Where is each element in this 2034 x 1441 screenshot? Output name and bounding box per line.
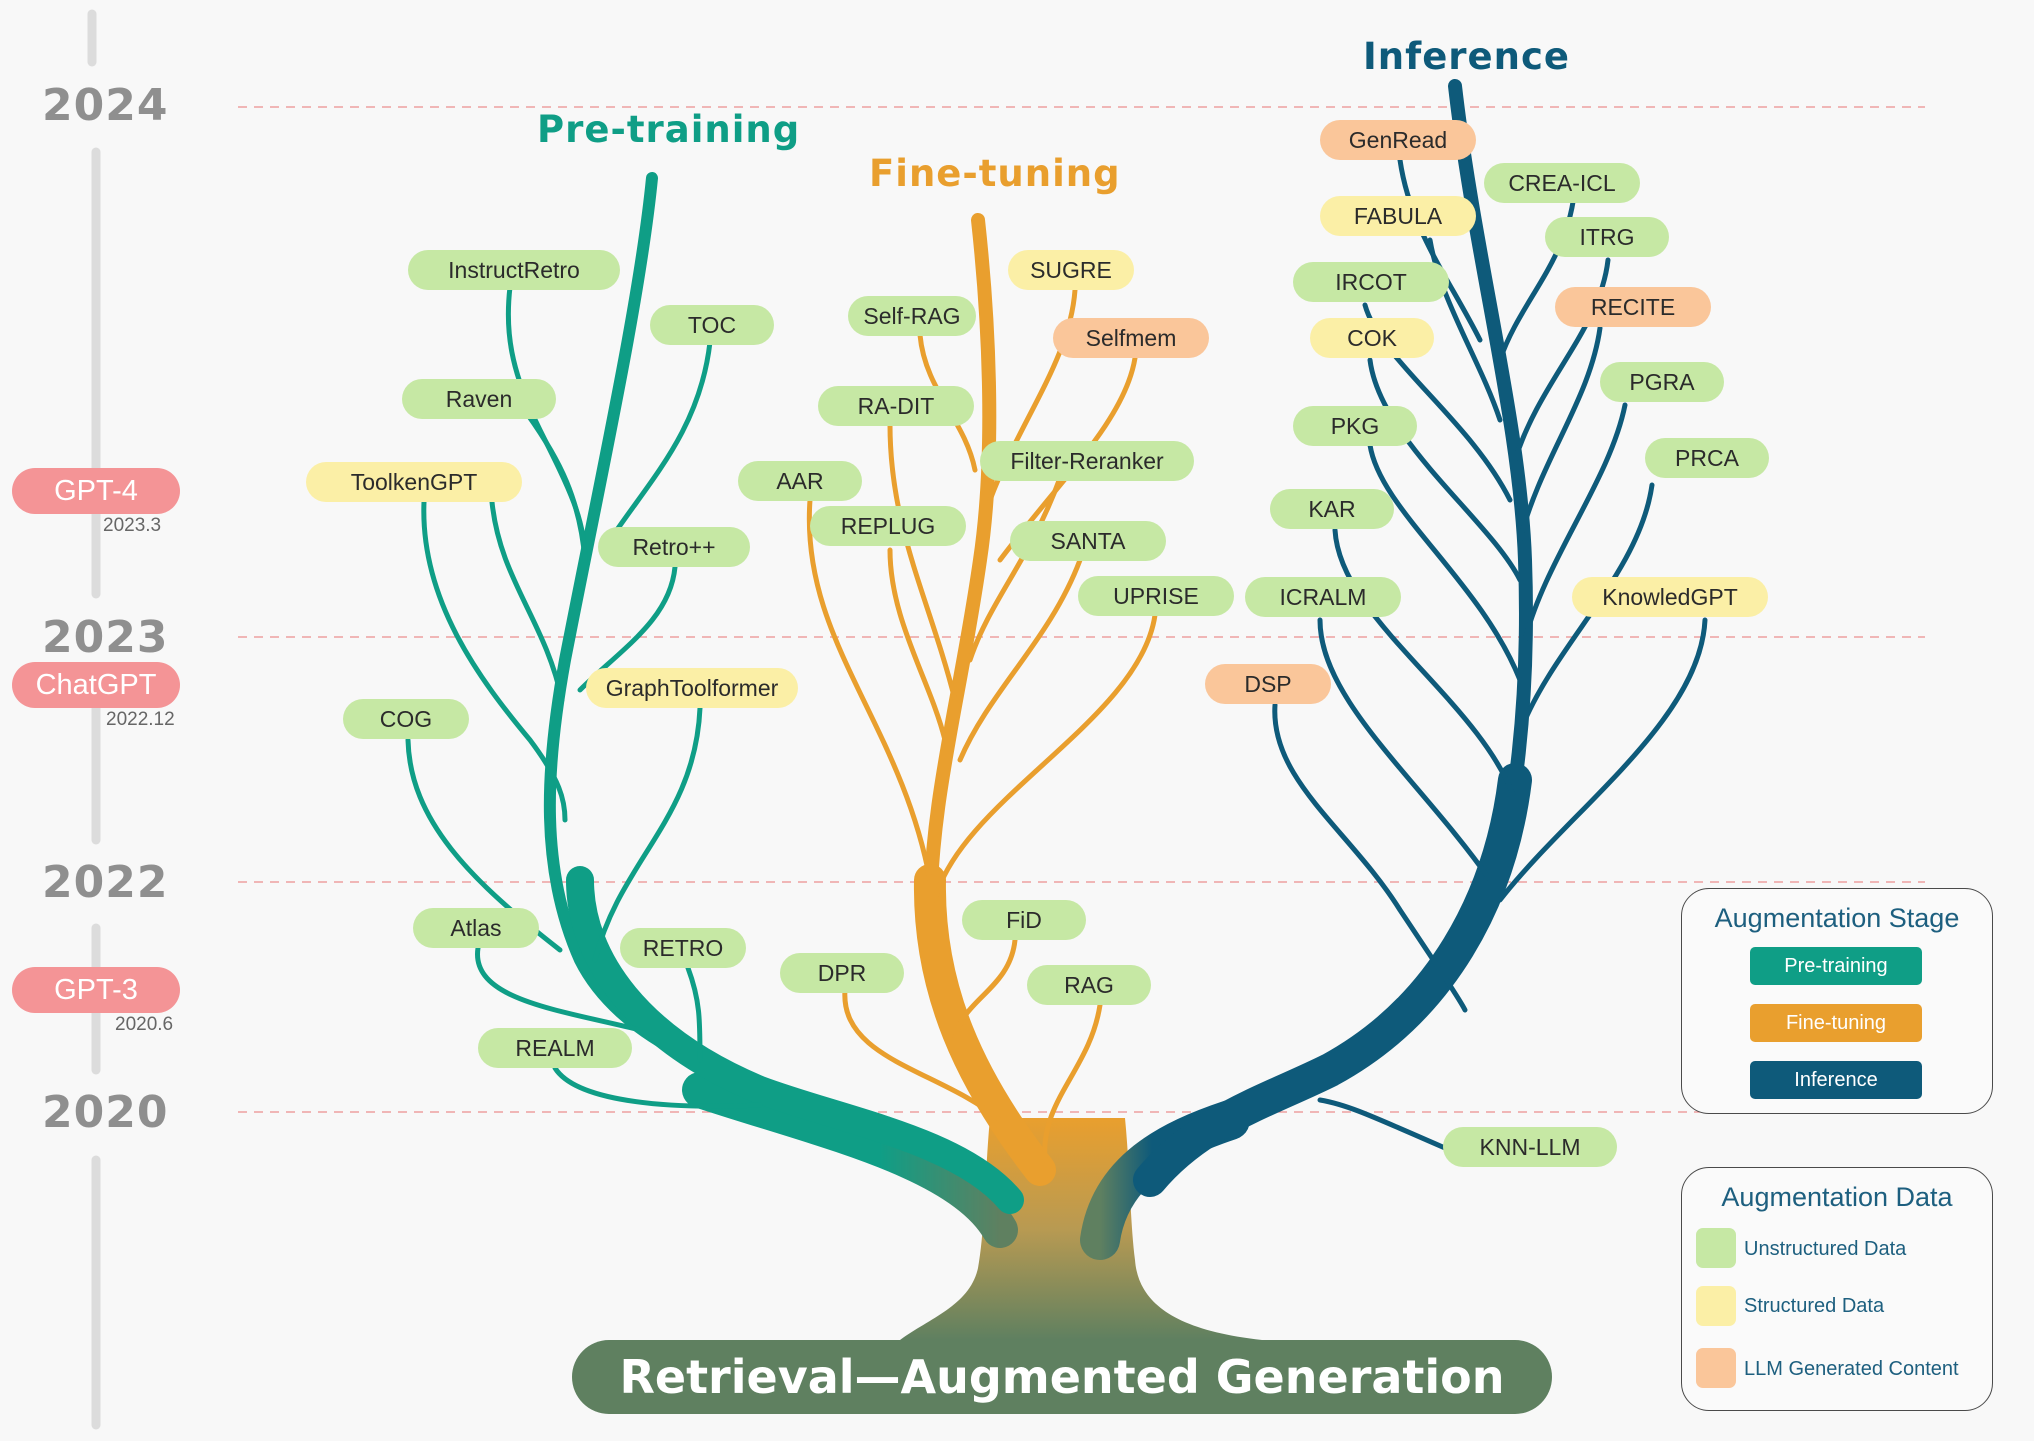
method-node-sugre: SUGRE	[1008, 250, 1134, 290]
uprise-branch	[932, 612, 1158, 903]
legend-label-unstructured: Unstructured Data	[1744, 1238, 1907, 1260]
method-node-atlas: Atlas	[413, 908, 539, 948]
method-node-itrg: ITRG	[1545, 217, 1669, 257]
radit-branch	[887, 422, 958, 703]
legend-pill-pretraining: Pre-training	[1750, 947, 1922, 985]
method-node-cok: COK	[1310, 318, 1434, 358]
toolkengpt-branch-2	[489, 499, 565, 703]
method-node-selfmem: Selfmem	[1053, 318, 1209, 358]
stage-title-finetuning: Fine-tuning	[869, 152, 1121, 195]
milestone-chatgpt: ChatGPT	[12, 662, 180, 708]
recite-branch	[1517, 325, 1603, 543]
legend-augmentation-data: Augmentation Data Unstructured Data Stru…	[1681, 1167, 1993, 1411]
stage-title-inference: Inference	[1363, 35, 1571, 78]
method-node-cog: COG	[343, 699, 469, 739]
method-node-prca: PRCA	[1645, 438, 1769, 478]
method-node-retro-: Retro++	[598, 527, 750, 567]
legend-swatch-structured	[1696, 1286, 1736, 1326]
method-node-realm: REALM	[478, 1028, 632, 1068]
method-node-uprise: UPRISE	[1078, 576, 1234, 616]
year-label-2024: 2024	[42, 80, 169, 131]
method-node-graphtoolformer: GraphToolformer	[586, 668, 798, 708]
method-node-pkg: PKG	[1293, 406, 1417, 446]
retro-model-branch	[685, 965, 703, 1063]
itrg-branch	[1512, 257, 1611, 463]
method-node-pgra: PGRA	[1600, 362, 1724, 402]
toolkengpt-branch	[421, 499, 568, 823]
legend-pill-finetuning: Fine-tuning	[1750, 1004, 1922, 1042]
method-node-rag: RAG	[1027, 965, 1151, 1005]
dpr-branch	[842, 987, 1003, 1123]
raven-branch	[525, 412, 588, 563]
replug-branch	[887, 547, 948, 743]
method-node-raven: Raven	[402, 379, 556, 419]
method-node-aar: AAR	[738, 461, 862, 501]
method-node-fid: FiD	[962, 900, 1086, 940]
method-node-genread: GenRead	[1320, 120, 1476, 160]
icralm-branch	[1317, 617, 1493, 883]
method-node-knowledgpt: KnowledGPT	[1572, 577, 1768, 617]
year-label-2023: 2023	[42, 612, 169, 663]
legend-swatch-unstructured	[1696, 1228, 1736, 1268]
method-node-icralm: ICRALM	[1245, 577, 1401, 617]
pgra-branch	[1522, 402, 1628, 643]
method-node-replug: REPLUG	[810, 506, 966, 546]
method-node-knn-llm: KNN-LLM	[1443, 1127, 1617, 1167]
legend-label-structured: Structured Data	[1744, 1295, 1885, 1317]
graphtoolformer-branch	[592, 705, 703, 963]
kar-branch	[1332, 527, 1518, 803]
dsp-branch	[1272, 702, 1468, 1013]
stage-title-pretraining: Pre-training	[537, 108, 801, 151]
method-node-crea-icl: CREA-ICL	[1484, 163, 1640, 203]
cok-branch	[1367, 357, 1523, 583]
method-node-ircot: IRCOT	[1293, 262, 1449, 302]
method-node-dsp: DSP	[1205, 664, 1331, 704]
realm-branch	[552, 1065, 763, 1109]
method-node-self-rag: Self-RAG	[848, 296, 976, 336]
year-label-2022: 2022	[42, 857, 169, 908]
atlas-branch	[475, 945, 643, 1033]
milestone-chatgpt-date: 2022.12	[106, 709, 175, 730]
aar-branch	[806, 497, 933, 883]
knowledgpt-branch	[1497, 617, 1708, 903]
pkg-branch	[1367, 442, 1523, 683]
inference-lower-stem	[1133, 763, 1532, 1197]
method-node-santa: SANTA	[1010, 521, 1166, 561]
milestone-gpt4: GPT-4	[12, 468, 180, 514]
method-node-dpr: DPR	[780, 953, 904, 993]
fid-branch	[952, 937, 1018, 1043]
milestone-gpt4-date: 2023.3	[103, 515, 162, 536]
method-node-fabula: FABULA	[1320, 196, 1476, 236]
milestone-gpt3: GPT-3	[12, 967, 180, 1013]
creaicl-branch	[1497, 182, 1578, 363]
method-node-toolkengpt: ToolkenGPT	[306, 462, 522, 502]
instructretro-branch	[505, 284, 588, 563]
method-node-kar: KAR	[1270, 489, 1394, 529]
legend-label-llm-generated: LLM Generated Content	[1744, 1358, 1959, 1380]
legend-pill-inference: Inference	[1750, 1061, 1922, 1099]
toc-branch	[607, 339, 713, 543]
legend-data-title: Augmentation Data	[1721, 1182, 1953, 1212]
method-node-ra-dit: RA-DIT	[818, 386, 974, 426]
method-node-filter-reranker: Filter-Reranker	[980, 441, 1194, 481]
method-node-instructretro: InstructRetro	[408, 250, 620, 290]
milestone-gpt3-date: 2020.6	[115, 1014, 174, 1035]
method-node-recite: RECITE	[1555, 287, 1711, 327]
root-banner: Retrieval—Augmented Generation	[572, 1340, 1552, 1414]
filterreranker-branch	[967, 475, 1063, 663]
method-node-retro: RETRO	[620, 928, 746, 968]
knnllm-branch	[1317, 1097, 1448, 1151]
legend-swatch-llm-generated	[1696, 1348, 1736, 1388]
method-node-toc: TOC	[650, 305, 774, 345]
santa-branch	[957, 557, 1083, 763]
rag-branch	[1042, 1002, 1103, 1163]
legend-stage-title: Augmentation Stage	[1714, 903, 1960, 933]
year-label-2020: 2020	[42, 1087, 169, 1138]
legend-augmentation-stage: Augmentation Stage Pre-training Fine-tun…	[1681, 888, 1993, 1114]
